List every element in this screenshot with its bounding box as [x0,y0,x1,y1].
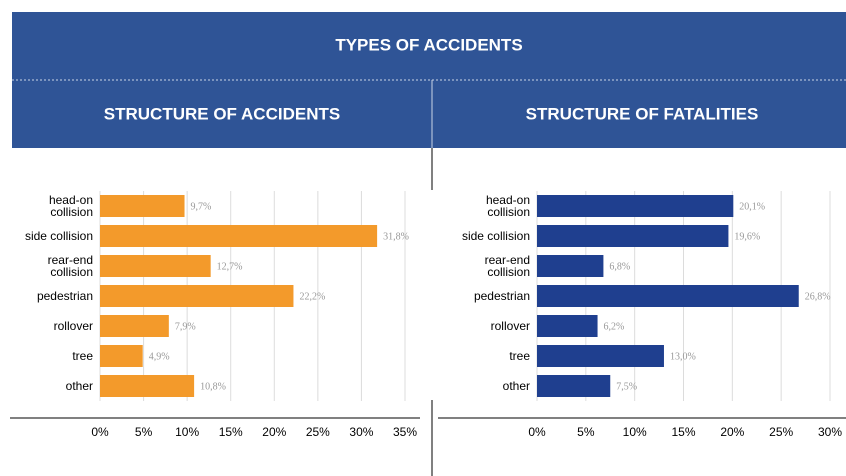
value-label: 7,5% [616,381,637,392]
y-tick-label: tree [509,349,530,363]
y-tick-label: side collision [461,229,530,243]
chart-title: STRUCTURE OF ACCIDENTS [104,104,340,123]
bar [537,345,664,367]
bar [537,315,598,337]
x-tick-label: 25% [769,425,793,439]
x-tick-label: 20% [720,425,744,439]
x-tick-label: 5% [135,425,153,439]
x-tick-label: 10% [623,425,647,439]
value-label: 26,8% [805,291,831,302]
bar [100,315,169,337]
bar [100,345,143,367]
value-label: 19,6% [734,231,760,242]
bar [537,375,611,397]
x-tick-label: 0% [91,425,109,439]
bar [537,255,604,277]
x-tick-label: 20% [262,425,286,439]
y-tick-label: other [65,379,93,393]
y-tick-label: other [502,379,530,393]
bar [100,255,211,277]
bar [537,285,799,307]
value-label: 12,7% [217,261,243,272]
value-label: 31,8% [383,231,409,242]
bar [100,195,185,217]
x-tick-label: 25% [306,425,330,439]
chart-title: STRUCTURE OF FATALITIES [526,104,759,123]
bar [100,285,294,307]
x-tick-label: 15% [671,425,695,439]
value-label: 9,7% [191,201,212,212]
y-tick-label: rear-end collision [47,253,93,279]
value-label: 6,2% [604,321,625,332]
y-tick-label: pedestrian [36,289,93,303]
y-tick-label: head-on collision [485,193,530,219]
x-tick-label: 10% [175,425,199,439]
bar [537,225,729,247]
y-tick-label: rollover [53,319,93,333]
x-tick-label: 15% [219,425,243,439]
bar [100,225,378,247]
page-title: TYPES OF ACCIDENTS [335,35,522,54]
value-label: 20,1% [739,201,765,212]
bar [537,195,734,217]
x-tick-label: 5% [577,425,595,439]
y-tick-label: side collision [24,229,93,243]
value-label: 7,9% [175,321,196,332]
x-tick-label: 30% [818,425,842,439]
value-label: 22,2% [299,291,325,302]
y-tick-label: tree [72,349,93,363]
x-tick-label: 30% [349,425,373,439]
x-tick-label: 35% [393,425,417,439]
y-tick-label: pedestrian [473,289,530,303]
bar [100,375,195,397]
value-label: 4,9% [149,351,170,362]
value-label: 10,8% [200,381,226,392]
value-label: 6,8% [609,261,630,272]
x-tick-label: 0% [528,425,546,439]
value-label: 13,0% [670,351,696,362]
y-tick-label: head-on collision [48,193,93,219]
y-tick-label: rear-end collision [484,253,530,279]
y-tick-label: rollover [490,319,530,333]
